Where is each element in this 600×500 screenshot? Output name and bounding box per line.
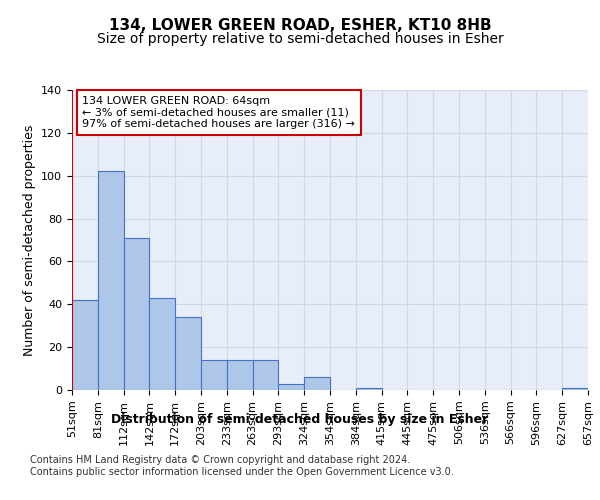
Text: Distribution of semi-detached houses by size in Esher: Distribution of semi-detached houses by … bbox=[112, 412, 488, 426]
Bar bbox=[562, 388, 588, 390]
Bar bbox=[356, 388, 382, 390]
Bar bbox=[304, 377, 330, 390]
Bar bbox=[175, 317, 201, 390]
Bar bbox=[149, 298, 175, 390]
Bar bbox=[124, 238, 149, 390]
Text: 134 LOWER GREEN ROAD: 64sqm
← 3% of semi-detached houses are smaller (11)
97% of: 134 LOWER GREEN ROAD: 64sqm ← 3% of semi… bbox=[82, 96, 355, 129]
Bar bbox=[278, 384, 304, 390]
Bar bbox=[98, 172, 124, 390]
Text: 134, LOWER GREEN ROAD, ESHER, KT10 8HB: 134, LOWER GREEN ROAD, ESHER, KT10 8HB bbox=[109, 18, 491, 32]
Bar bbox=[201, 360, 227, 390]
Text: Size of property relative to semi-detached houses in Esher: Size of property relative to semi-detach… bbox=[97, 32, 503, 46]
Bar bbox=[253, 360, 278, 390]
Y-axis label: Number of semi-detached properties: Number of semi-detached properties bbox=[23, 124, 35, 356]
Text: Contains HM Land Registry data © Crown copyright and database right 2024.
Contai: Contains HM Land Registry data © Crown c… bbox=[30, 455, 454, 476]
Bar bbox=[227, 360, 253, 390]
Bar bbox=[72, 300, 98, 390]
